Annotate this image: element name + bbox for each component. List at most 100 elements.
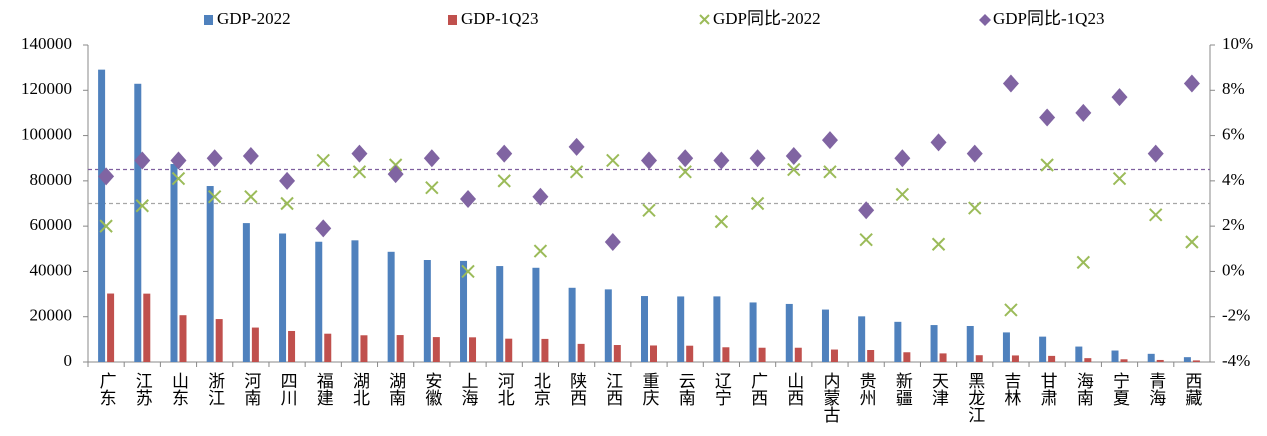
bar (930, 325, 938, 362)
legend-label: GDP同比-2022 (713, 9, 821, 28)
x-tick-label: 河北 (495, 372, 515, 406)
bar (821, 309, 829, 362)
point (98, 167, 115, 186)
x-tick-label: 新疆 (893, 372, 913, 406)
x-tick-label: 宁夏 (1110, 372, 1130, 406)
bar (966, 325, 974, 362)
y2-tick-label: 6% (1222, 124, 1245, 143)
x-tick-label: 河南 (241, 372, 261, 406)
point (280, 196, 294, 211)
x-tick-label: 吉林 (1001, 372, 1021, 406)
bar (577, 343, 585, 362)
legend-swatch (699, 14, 710, 25)
y-tick-label: 0 (64, 351, 73, 370)
point (859, 233, 873, 247)
point (533, 244, 548, 258)
bar (1002, 332, 1010, 362)
bar (324, 333, 332, 362)
point (1076, 255, 1091, 270)
point (606, 153, 620, 168)
point (244, 189, 258, 204)
point (1040, 158, 1054, 172)
x-tick-label: 北京 (531, 372, 551, 407)
bar (423, 260, 431, 362)
legend-swatch (448, 15, 457, 25)
bar (541, 338, 549, 362)
point (604, 232, 621, 251)
y2-tick-label: -4% (1222, 351, 1250, 370)
point (1039, 108, 1056, 127)
bar (143, 293, 151, 362)
point (568, 137, 585, 156)
bar (975, 355, 983, 362)
bar (279, 233, 287, 362)
y-tick-label: 40000 (30, 260, 73, 279)
bar (677, 296, 685, 362)
y-tick-label: 100000 (21, 124, 72, 143)
bar (1084, 358, 1092, 362)
point (279, 171, 296, 190)
bar (134, 83, 142, 363)
x-tick-label: 浙江 (205, 372, 225, 406)
bar (469, 337, 477, 362)
bar (758, 347, 766, 362)
bar (641, 296, 648, 362)
point (749, 149, 766, 168)
point (316, 153, 330, 168)
legend-label: GDP-1Q23 (461, 9, 538, 28)
x-tick-label: 青海 (1146, 372, 1166, 407)
point (1149, 208, 1163, 222)
bar (858, 316, 866, 362)
point (858, 201, 875, 220)
bar (1147, 353, 1155, 362)
bar (315, 241, 323, 362)
x-tick-label: 安徽 (422, 372, 442, 406)
y-tick-label: 140000 (21, 34, 72, 53)
bar (505, 338, 513, 362)
point (785, 146, 802, 165)
x-tick-label: 贵州 (857, 372, 877, 406)
bar (206, 186, 214, 362)
x-tick-label: 辽宁 (712, 372, 732, 406)
point (135, 199, 149, 213)
legend-swatch (979, 14, 991, 26)
bar (532, 267, 540, 362)
bar (613, 345, 621, 362)
x-tick-label: 天津 (929, 372, 949, 406)
point (1004, 303, 1018, 317)
bar (242, 223, 250, 362)
bar (360, 335, 368, 362)
point (388, 158, 403, 172)
bar (604, 289, 612, 362)
bar (785, 303, 793, 362)
x-tick-label: 黑龙江 (965, 372, 985, 423)
bar (170, 164, 178, 362)
bar (1120, 359, 1128, 362)
bar (460, 260, 468, 362)
point (387, 165, 404, 184)
x-tick-label: 重庆 (640, 372, 660, 406)
point (170, 151, 187, 170)
bar (1011, 355, 1019, 362)
y-tick-label: 80000 (30, 170, 73, 189)
bar (1048, 355, 1056, 362)
y-tick-label: 60000 (30, 215, 73, 234)
x-tick-label: 湖北 (350, 372, 370, 406)
x-tick-label: 上海 (459, 372, 479, 407)
point (966, 144, 983, 163)
legend-label: GDP同比-1Q23 (993, 9, 1104, 28)
bar (98, 69, 106, 362)
point (787, 162, 801, 177)
y2-tick-label: 0% (1222, 260, 1245, 279)
point (1075, 103, 1092, 122)
point (677, 149, 694, 168)
point (714, 214, 729, 229)
point (1111, 88, 1128, 107)
x-tick-label: 西藏 (1182, 372, 1202, 407)
bar (351, 240, 359, 362)
bar (1111, 350, 1119, 362)
bar (867, 349, 875, 362)
point (894, 149, 911, 168)
point (532, 187, 549, 206)
bar (432, 337, 440, 362)
